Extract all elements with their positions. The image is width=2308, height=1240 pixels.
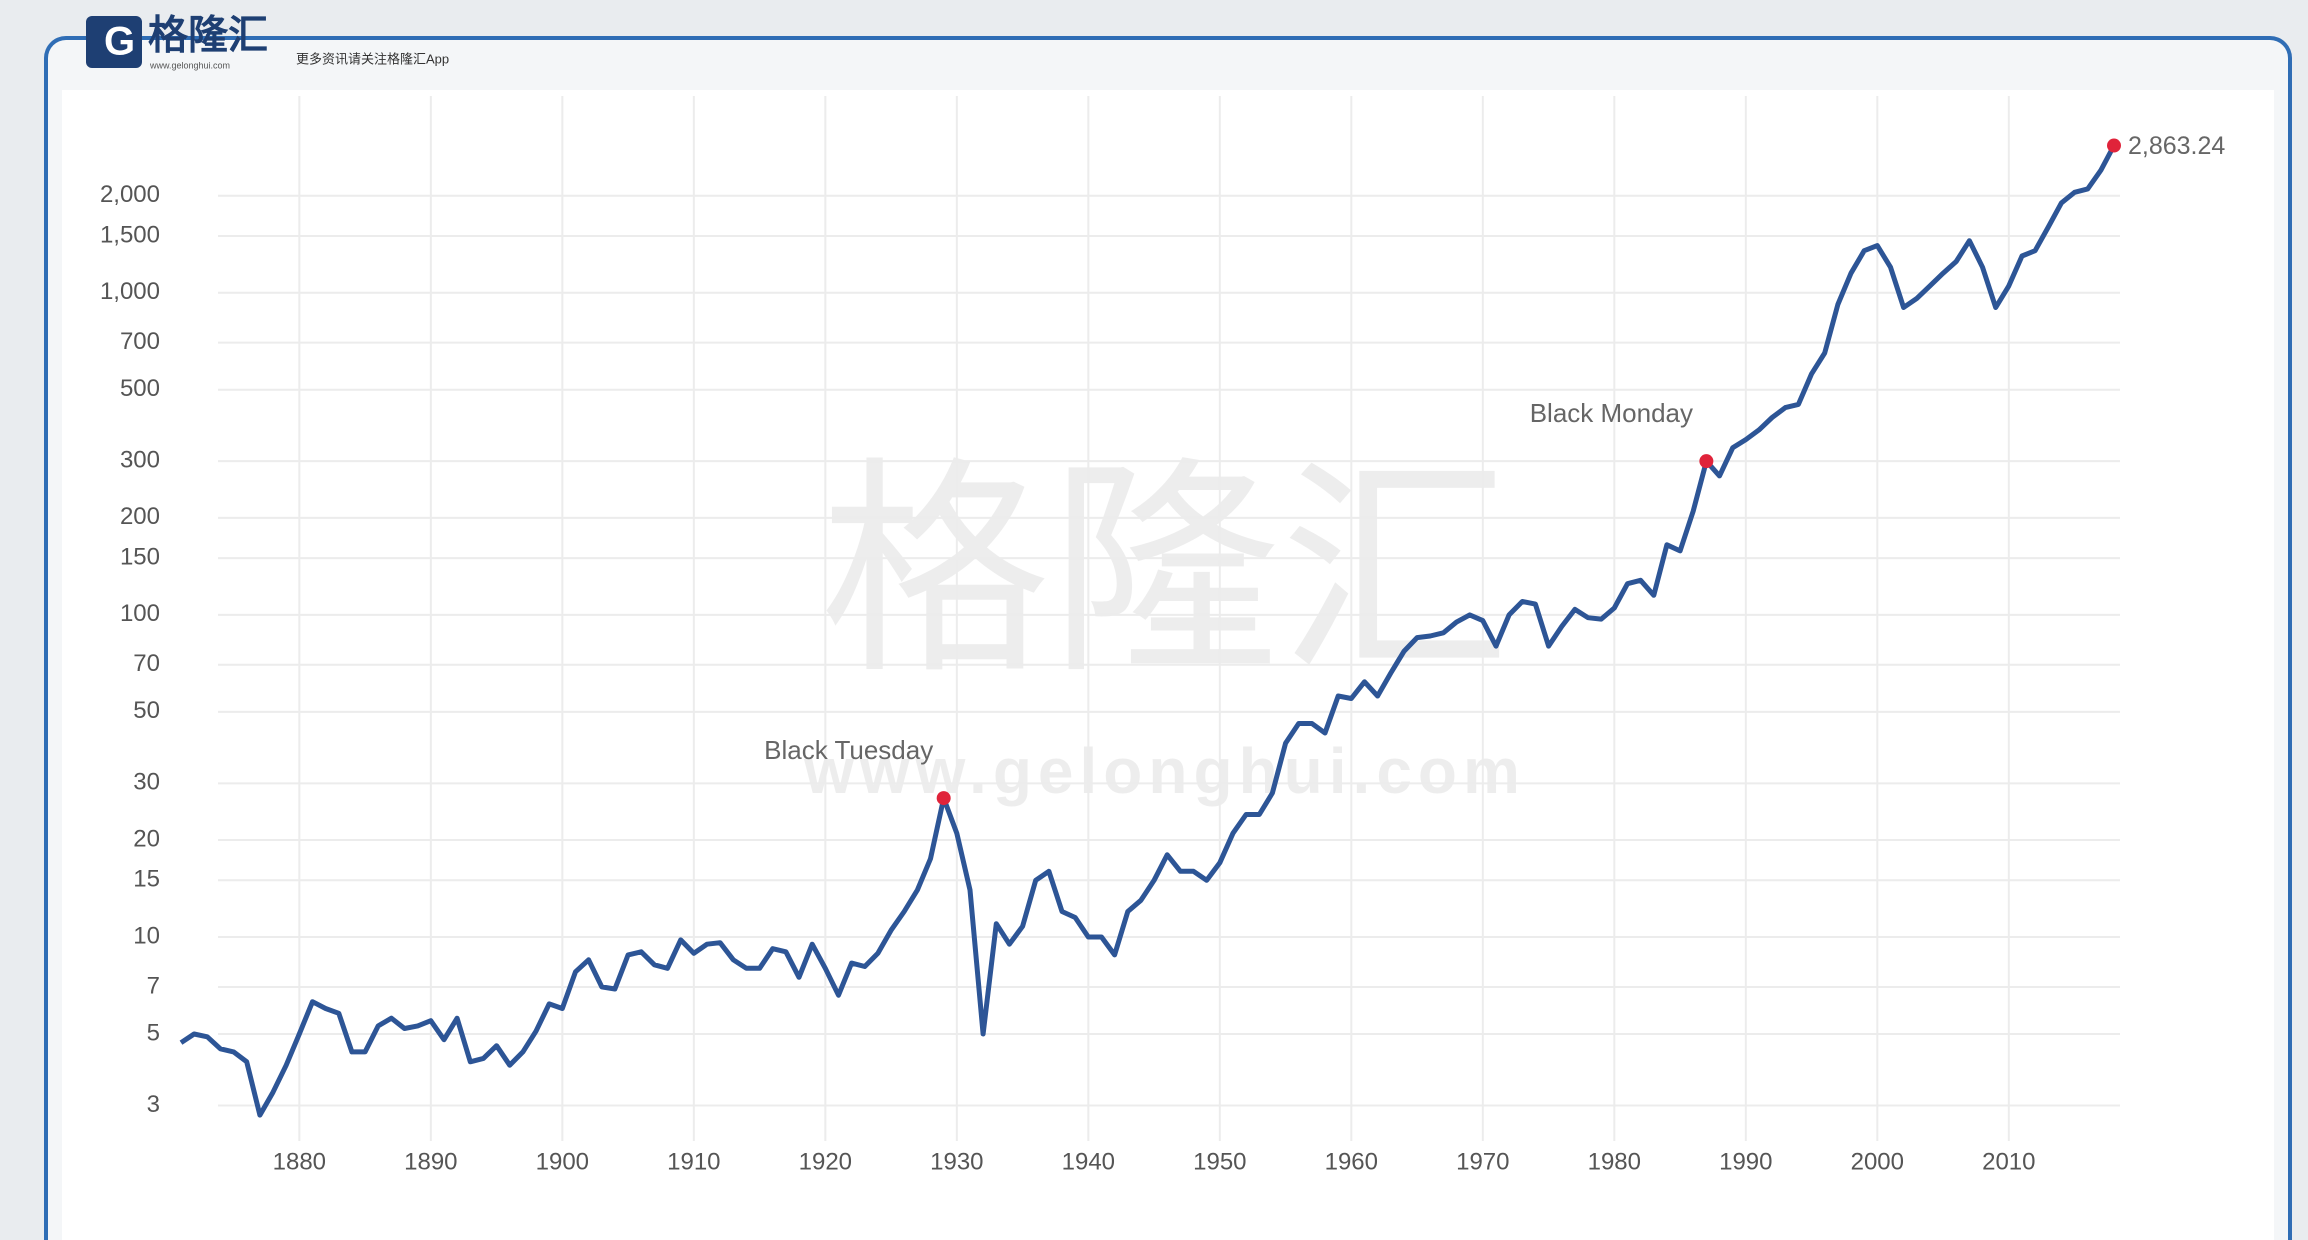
x-tick-label: 2000 [1851,1148,1904,1175]
logo-icon [86,16,142,68]
x-tick-label: 1990 [1719,1148,1772,1175]
annotation-marker [2107,138,2121,153]
x-tick-label: 1970 [1456,1148,1509,1175]
y-tick-label: 2,000 [100,181,160,208]
y-tick-label: 300 [120,447,160,474]
logo-icon-letter: G [104,20,135,64]
watermark-url: www.gelonghui.com [803,735,1526,807]
x-tick-label: 1930 [930,1148,983,1175]
x-tick-label: 1960 [1325,1148,1378,1175]
x-tick-label: 1940 [1062,1148,1115,1175]
annotation-marker [936,791,951,806]
y-tick-label: 7 [147,972,160,999]
x-tick-label: 1880 [273,1148,326,1175]
y-tick-label: 30 [133,769,160,796]
y-tick-label: 5 [147,1019,160,1046]
x-tick-label: 1890 [404,1148,457,1175]
annotation-label: 2,863.24 [2128,132,2225,160]
x-tick-label: 2010 [1982,1148,2035,1175]
y-tick-label: 200 [120,503,160,530]
y-tick-label: 50 [133,697,160,724]
x-tick-label: 1920 [799,1148,852,1175]
y-tick-label: 700 [120,328,160,355]
logo: 格隆汇 [148,14,268,58]
tagline: 更多资讯请关注格隆汇App [296,51,449,66]
x-tick-label: 1910 [667,1148,720,1175]
annotation-label: Black Tuesday [764,735,933,765]
price-line [179,144,2117,1118]
y-tick-label: 3 [147,1091,160,1118]
y-tick-label: 70 [133,650,160,677]
logo-sub: www.gelonghui.com [149,60,230,70]
y-tick-label: 1,000 [100,278,160,305]
watermark: 格隆汇 [820,443,1510,700]
x-tick-label: 1900 [536,1148,589,1175]
x-tick-label: 1980 [1588,1148,1641,1175]
y-tick-label: 150 [120,543,160,570]
y-tick-label: 15 [133,866,160,893]
x-tick-label: 1950 [1193,1148,1246,1175]
annotation-label: Black Monday [1530,398,1693,428]
y-tick-label: 1,500 [100,221,160,248]
y-tick-label: 500 [120,375,160,402]
y-tick-label: 100 [120,600,160,627]
annotation-marker [1699,454,1714,469]
y-tick-label: 20 [133,825,160,852]
y-tick-label: 10 [133,922,160,949]
